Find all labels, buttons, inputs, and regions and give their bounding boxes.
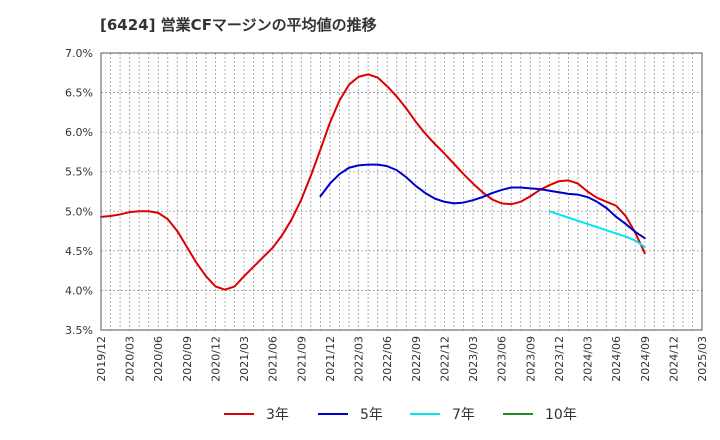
- x-tick-label: 2025/03: [696, 336, 709, 382]
- y-tick-label: 3.5%: [65, 324, 93, 337]
- legend-label-3年: 3年: [266, 407, 289, 423]
- x-tick-label: 2024/12: [667, 336, 680, 382]
- chart-title: [6424] 営業CFマージンの平均値の推移: [100, 16, 377, 34]
- grid-layer: [101, 53, 702, 330]
- x-tick-label: 2024/06: [610, 336, 623, 382]
- x-tick-label: 2022/09: [410, 336, 423, 382]
- x-tick-label: 2022/06: [381, 336, 394, 382]
- y-tick-label: 5.0%: [65, 205, 93, 218]
- legend-layer: 3年 5年 7年 10年: [224, 407, 577, 423]
- series-line-5年: [319, 163, 646, 240]
- legend-label-7年: 7年: [452, 407, 475, 423]
- y-tick-label: 5.5%: [65, 166, 93, 179]
- y-tick-label: 6.0%: [65, 126, 93, 139]
- series-line-7年: [548, 210, 646, 248]
- x-tick-label: 2020/09: [181, 336, 194, 382]
- x-tick-label: 2022/12: [438, 336, 451, 382]
- x-tick-label: 2023/09: [524, 336, 537, 382]
- legend-label-5年: 5年: [360, 407, 383, 423]
- x-tick-label: 2023/12: [553, 336, 566, 382]
- series-layer: [100, 73, 646, 291]
- series-line-3年: [100, 73, 646, 291]
- x-tick-label: 2023/03: [467, 336, 480, 382]
- x-tick-label: 2022/03: [353, 336, 366, 382]
- y-tick-label: 4.0%: [65, 284, 93, 297]
- plot-background: [101, 53, 702, 330]
- axis-layer: 3.5% 4.0% 4.5% 5.0% 5.5% 6.0% 6.5% 7.0% 2019/12 2…: [65, 47, 709, 382]
- plot-border: [100, 52, 703, 331]
- x-tick-label: 2021/12: [324, 336, 337, 382]
- x-tick-label: 2021/03: [238, 336, 251, 382]
- x-tick-label: 2020/12: [209, 336, 222, 382]
- legend-label-10年: 10年: [545, 407, 577, 423]
- x-tick-label: 2020/03: [124, 336, 137, 382]
- x-tick-label: 2024/03: [582, 336, 595, 382]
- y-tick-label: 6.5%: [65, 87, 93, 100]
- x-tick-label: 2020/06: [152, 336, 165, 382]
- x-tick-label: 2021/06: [267, 336, 280, 382]
- x-tick-label: 2023/06: [496, 336, 509, 382]
- x-tick-label: 2019/12: [95, 336, 108, 382]
- y-tick-label: 7.0%: [65, 47, 93, 60]
- x-tick-label: 2021/09: [295, 336, 308, 382]
- x-tick-label: 2024/09: [639, 336, 652, 382]
- y-tick-label: 4.5%: [65, 245, 93, 258]
